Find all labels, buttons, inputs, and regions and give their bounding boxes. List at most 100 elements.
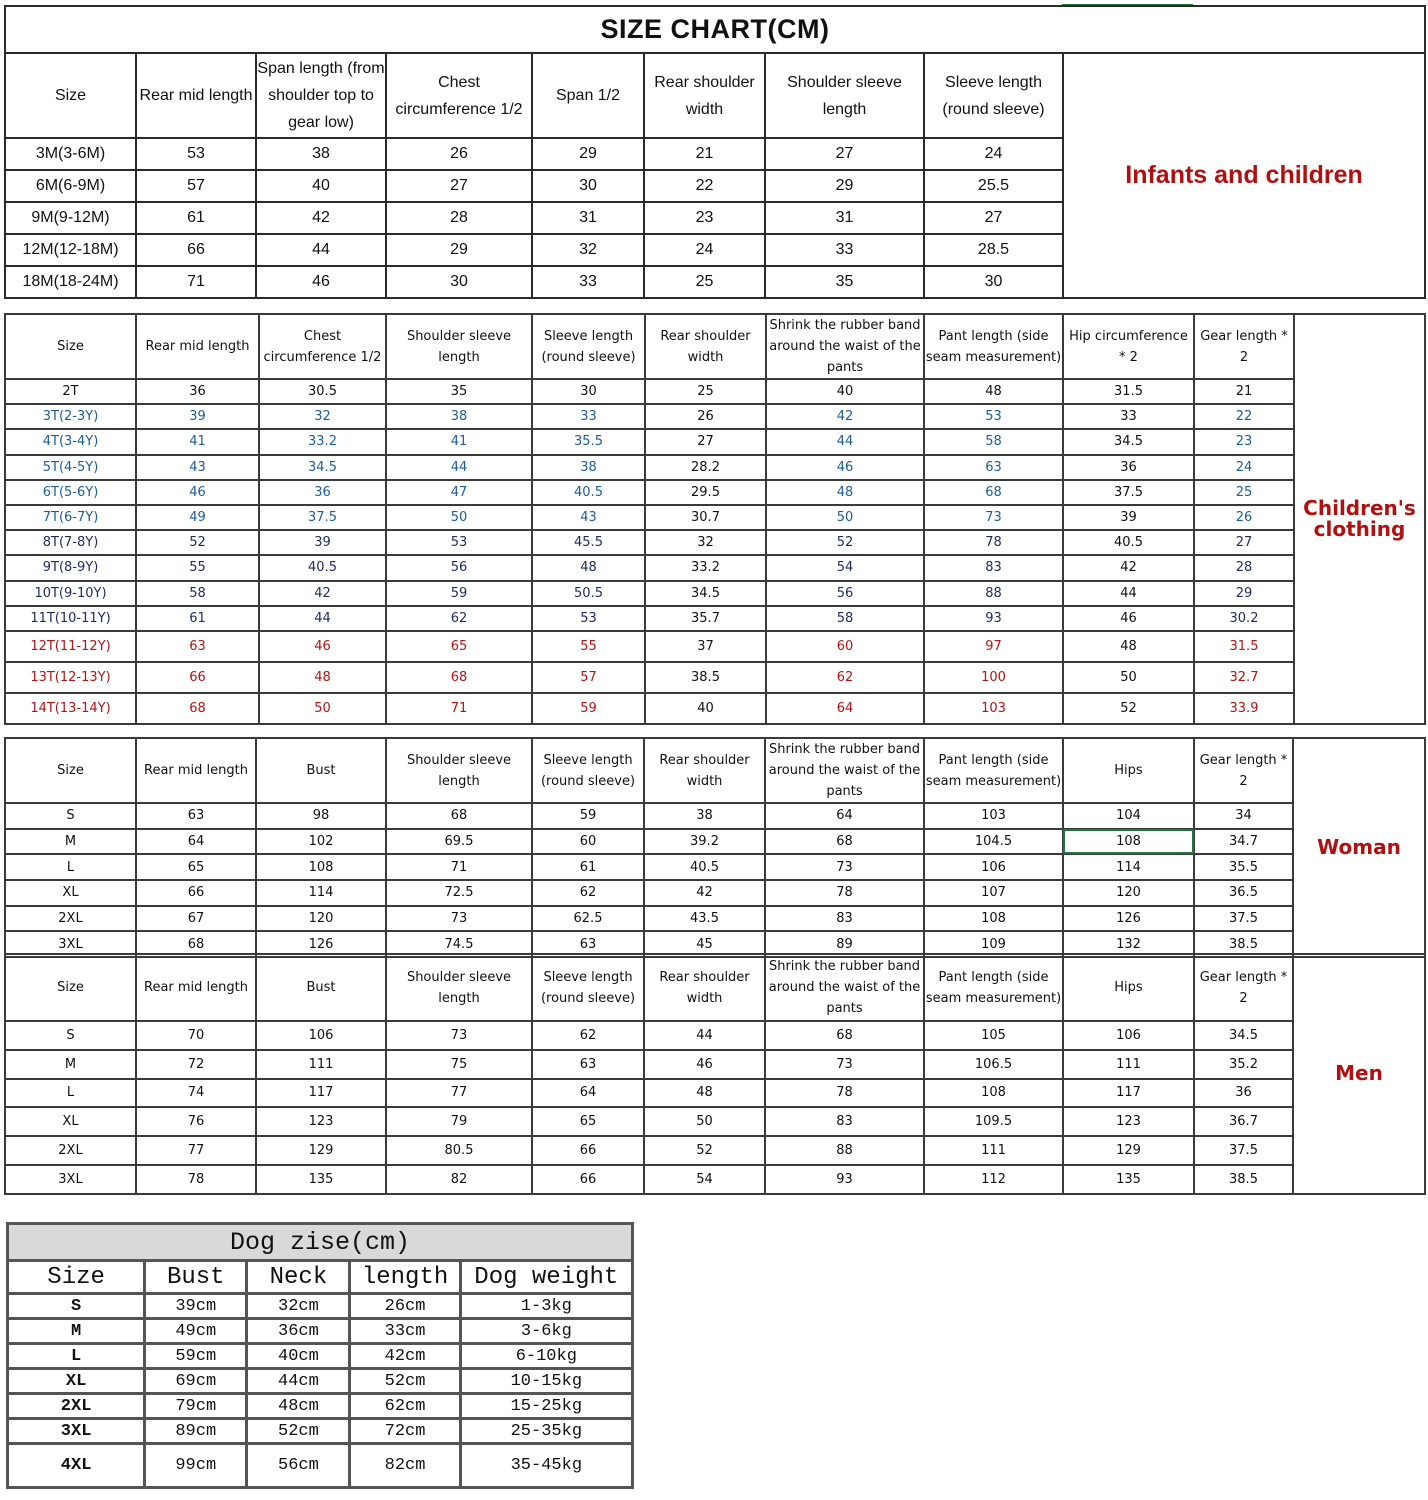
table-cell: 60 — [765, 629, 925, 663]
column-header: Hip circumference * 2 — [1062, 313, 1195, 380]
table-cell: 78 — [764, 1077, 925, 1109]
table-cell: 29 — [531, 137, 645, 171]
table-cell: 77 — [385, 1077, 533, 1109]
table-cell: 39.2 — [643, 827, 766, 856]
table-cell: 129 — [1062, 1135, 1195, 1166]
table-cell: 57 — [531, 660, 646, 694]
table-cell: 42 — [643, 879, 766, 907]
table-cell: 68 — [135, 691, 260, 725]
table-cell: 50 — [643, 1106, 766, 1138]
table-cell: 38 — [531, 453, 646, 481]
size-cell: 10T(9-10Y) — [4, 579, 137, 607]
table-cell: 99cm — [143, 1442, 249, 1489]
table-cell: 106 — [923, 853, 1064, 882]
table-cell: 28 — [1193, 554, 1295, 582]
table-cell: 55 — [135, 554, 260, 582]
table-cell: 36.5 — [1193, 879, 1294, 907]
table-cell: 48 — [765, 478, 925, 506]
table-cell: 27 — [923, 201, 1064, 235]
column-header: Gear length * 2 — [1193, 313, 1295, 380]
table-cell: 62cm — [348, 1392, 462, 1420]
table-cell: 120 — [1062, 879, 1195, 907]
table-cell: 62 — [385, 604, 533, 632]
size-cell: 9T(8-9Y) — [4, 554, 137, 582]
table-cell: 48 — [258, 660, 387, 694]
table-cell: 56cm — [245, 1442, 352, 1489]
table-row: 18M(18-24M) 71 46 30 33 25 35 30 — [4, 265, 1425, 299]
table-cell: 33 — [531, 403, 646, 431]
table-cell: 53 — [135, 137, 257, 171]
table-cell: 31 — [764, 201, 925, 235]
table-row: 11T(10-11Y) 61 44 62 53 35.7 58 93 46 30.2 — [4, 604, 1425, 632]
table-cell: 60 — [531, 827, 645, 856]
table-row: M 72 111 75 63 46 73 106.5 111 35.2 — [4, 1048, 1425, 1080]
size-cell: XL — [5, 1367, 147, 1395]
size-cell: 9M(9-12M) — [4, 201, 137, 235]
table-row: 3T(2-3Y) 39 32 38 33 26 42 53 33 22 — [4, 403, 1425, 431]
table-cell: 44 — [765, 428, 925, 456]
table-cell: 32.7 — [1193, 660, 1295, 694]
column-header: Rear mid length — [135, 953, 257, 1022]
table-cell: 55 — [531, 629, 646, 663]
children-size-table: Size Rear mid length Chest circumference 1… — [4, 313, 1426, 725]
table-cell: 37.5 — [258, 503, 387, 532]
table-cell: 123 — [255, 1106, 387, 1138]
column-header: Span 1/2 — [531, 52, 645, 139]
table-cell: 33 — [531, 265, 645, 299]
table-cell: 46 — [255, 265, 387, 299]
table-cell: 30.2 — [1193, 604, 1295, 632]
table-cell: 111 — [255, 1048, 387, 1080]
table-row: L 65 108 71 61 40.5 73 106 114 35.5 — [4, 853, 1425, 882]
section-label: Infants and children — [1061, 52, 1427, 299]
table-cell: 123 — [1062, 1106, 1195, 1138]
table-row: 9M(9-12M) 61 42 28 31 23 31 27 — [4, 201, 1425, 235]
table-cell: 50 — [258, 691, 387, 725]
table-cell: 35.5 — [531, 428, 646, 456]
table-cell: 42cm — [348, 1342, 462, 1370]
table-cell: 47 — [385, 478, 533, 506]
table-cell: 61 — [135, 201, 257, 235]
column-header: Sleeve length (round sleeve) — [531, 953, 645, 1022]
table-cell: 59 — [531, 802, 645, 830]
table-cell: 42 — [255, 201, 387, 235]
column-header: Sleeve length (round sleeve) — [531, 737, 645, 804]
table-cell: 117 — [255, 1077, 387, 1109]
table-cell: 66 — [135, 660, 260, 694]
table-row: M 64 102 69.5 60 39.2 68 104.5 108 34.7 — [4, 827, 1425, 856]
size-cell: 12M(12-18M) — [4, 233, 137, 267]
table-cell: 28.2 — [644, 453, 767, 481]
table-cell: 38 — [255, 137, 387, 171]
table-cell: 37.5 — [1193, 1135, 1294, 1166]
table-cell: 63 — [135, 629, 260, 663]
table-row: 4XL 99cm 56cm 82cm 35-45kg — [5, 1442, 635, 1489]
table-cell: 75 — [385, 1048, 533, 1080]
table-cell: 112 — [923, 1163, 1064, 1195]
table-row: 7T(6-7Y) 49 37.5 50 43 30.7 50 73 39 26 — [4, 503, 1425, 532]
table-cell: 44 — [643, 1020, 766, 1051]
table-cell: 39 — [135, 403, 260, 431]
table-cell: 62 — [531, 879, 645, 907]
table-cell: 28.5 — [923, 233, 1064, 267]
table-cell: 41 — [135, 428, 260, 456]
table-row: 3M(3-6M) 53 38 26 29 21 27 24 — [4, 137, 1425, 171]
table-cell: 117 — [1062, 1077, 1195, 1109]
table-cell: 79 — [385, 1106, 533, 1138]
table-cell: 135 — [1062, 1163, 1195, 1195]
column-header: Bust — [255, 953, 387, 1022]
table-cell: 33.9 — [1193, 691, 1295, 725]
table-cell: 30 — [385, 265, 533, 299]
table-cell: 58 — [923, 428, 1064, 456]
table-cell: 36 — [258, 478, 387, 506]
table-cell: 33 — [1062, 403, 1195, 431]
size-cell: XL — [4, 879, 137, 907]
table-cell: 50 — [385, 503, 533, 532]
table-cell: 27 — [764, 137, 925, 171]
table-cell: 22 — [1193, 403, 1295, 431]
table-cell: 52 — [765, 529, 925, 557]
table-cell: 53 — [923, 403, 1064, 431]
column-header: Hips — [1062, 953, 1195, 1022]
table-cell: 44 — [255, 233, 387, 267]
table-row: 9T(8-9Y) 55 40.5 56 48 33.2 54 83 42 28 — [4, 554, 1425, 582]
table-cell: 61 — [135, 604, 260, 632]
table-cell: 44cm — [245, 1367, 352, 1395]
